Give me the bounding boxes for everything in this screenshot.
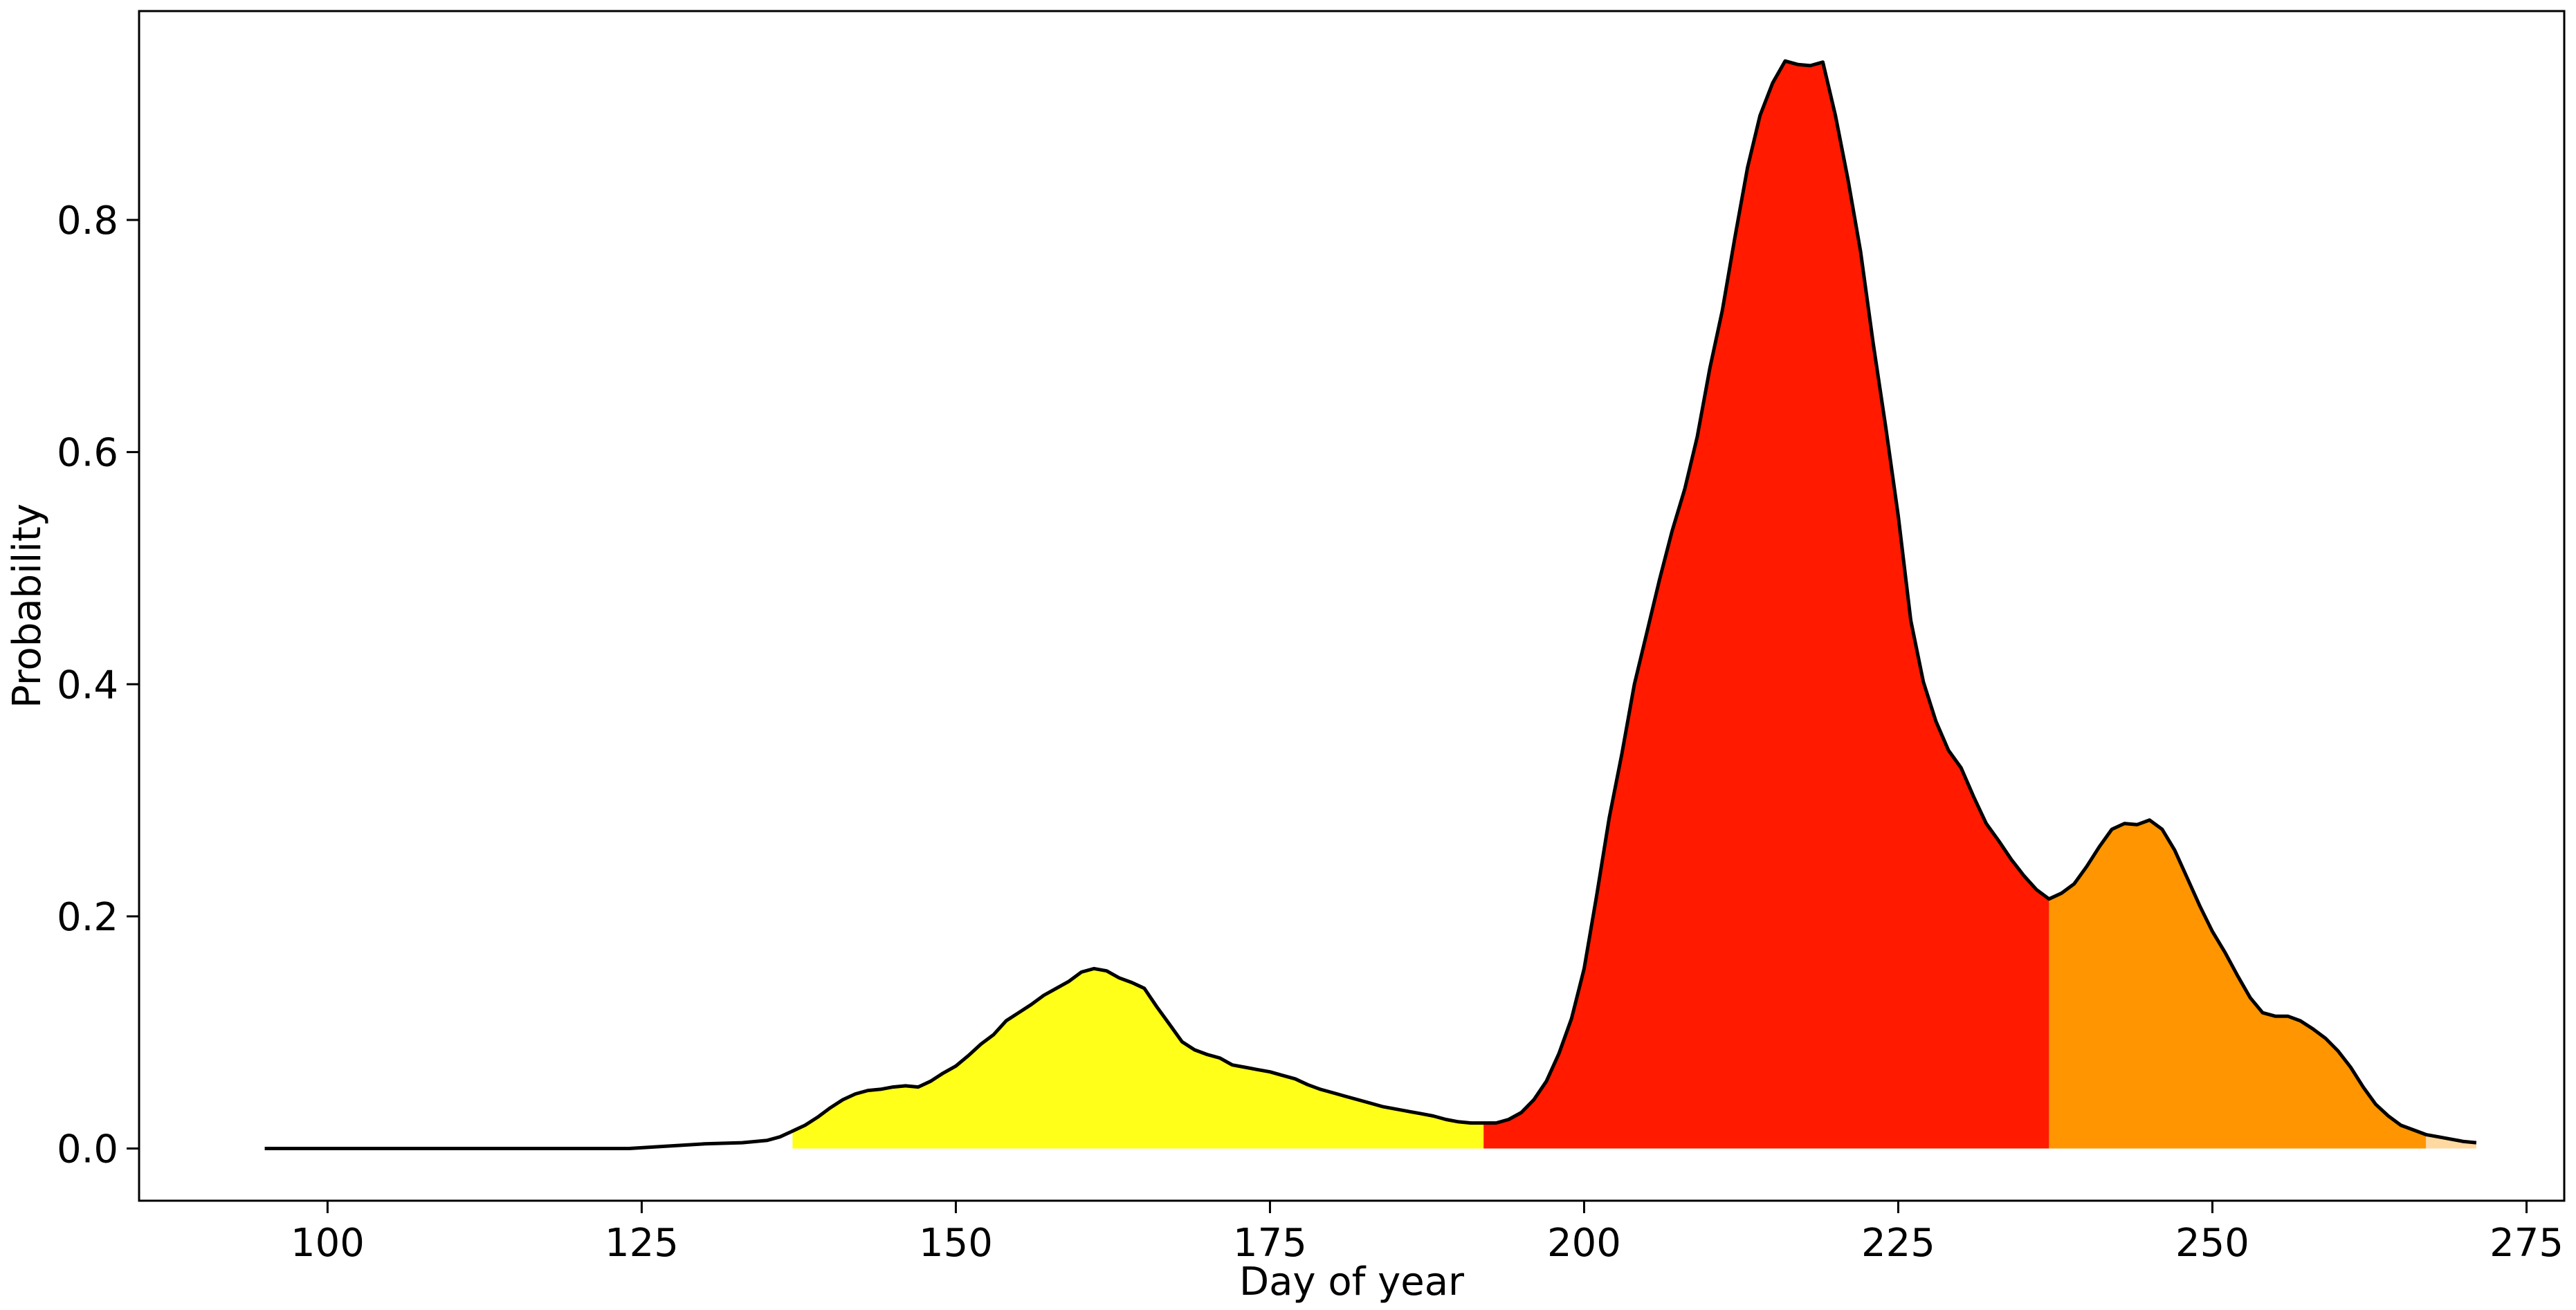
plot-frame — [138, 10, 2566, 1202]
x-tick-label: 150 — [919, 1221, 993, 1266]
x-tick-label: 225 — [1861, 1221, 1935, 1266]
x-tick-label: 100 — [291, 1221, 365, 1266]
x-tick-label: 275 — [2490, 1221, 2564, 1266]
y-tick-label: 0.0 — [57, 1127, 118, 1172]
x-tick-label: 200 — [1547, 1221, 1621, 1266]
x-tick-label: 250 — [2175, 1221, 2249, 1266]
shaded-regions — [792, 61, 2476, 1149]
x-tick-label: 175 — [1233, 1221, 1307, 1266]
y-axis-label: Probability — [5, 504, 50, 708]
x-axis-label: Day of year — [1239, 1260, 1465, 1304]
shaded-region-3 — [2049, 820, 2427, 1149]
y-axis: 0.0 0.2 0.4 0.6 0.8 — [57, 199, 139, 1172]
y-tick-label: 0.6 — [57, 431, 118, 476]
shaded-region-1 — [792, 968, 1484, 1149]
x-tick-label: 125 — [605, 1221, 679, 1266]
y-tick-label: 0.2 — [57, 895, 118, 940]
x-axis: 100 125 150 175 200 225 250 275 — [291, 1201, 2564, 1266]
y-tick-label: 0.8 — [57, 199, 118, 243]
shaded-region-2 — [1483, 61, 2049, 1149]
curve-layer — [264, 59, 2477, 1150]
probability-curve — [264, 59, 2477, 1150]
y-tick-label: 0.4 — [57, 663, 118, 708]
